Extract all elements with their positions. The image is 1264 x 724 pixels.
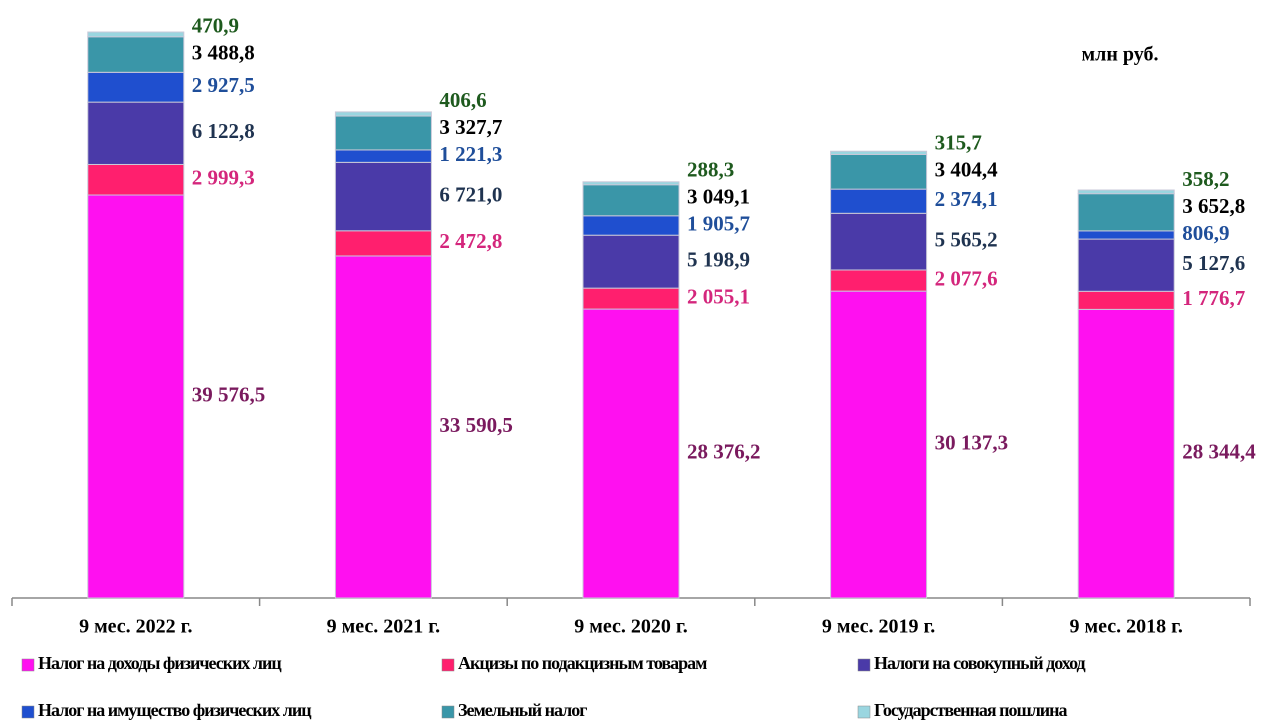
bar-segment: [830, 153, 928, 190]
data-label: 3 404,4: [935, 158, 999, 182]
data-label: 3 652,8: [1182, 194, 1245, 218]
data-label: 2 999,3: [192, 166, 255, 190]
x-tick-label: 9 мес. 2019 г.: [822, 616, 935, 638]
data-label: 5 565,2: [935, 227, 998, 251]
bar-segment: [334, 149, 432, 163]
bar-segment: [830, 212, 928, 271]
legend-marker: [857, 658, 871, 672]
data-label: 28 376,2: [687, 439, 761, 463]
legend-label: Налог на доходы физических лиц: [38, 653, 282, 673]
data-label: 6 721,0: [439, 182, 502, 206]
legend-marker: [857, 705, 871, 719]
x-tick-label: 9 мес. 2021 г.: [327, 616, 440, 638]
legend-label: Земельный налог: [458, 700, 587, 720]
bar-segment: [334, 255, 432, 599]
bar-segment: [1077, 193, 1175, 232]
data-label: 3 327,7: [439, 115, 502, 139]
data-label: 406,6: [439, 88, 486, 112]
data-label: 2 927,5: [192, 73, 255, 97]
bar-segment: [334, 230, 432, 257]
bar-segment: [582, 184, 680, 217]
data-label: 288,3: [687, 157, 734, 181]
legend-label: Акцизы по подакцизным товарам: [458, 653, 707, 673]
bar-segment: [87, 101, 185, 165]
data-label: 358,2: [1182, 167, 1229, 191]
data-label: 30 137,3: [935, 430, 1009, 454]
legend-marker: [441, 705, 455, 719]
bar-segment: [1077, 238, 1175, 292]
bar-segment: [582, 181, 680, 186]
bar-segment: [1077, 189, 1175, 195]
bar-segment: [334, 111, 432, 117]
data-label: 1 776,7: [1182, 286, 1245, 310]
bar-segment: [1077, 230, 1175, 240]
legend-marker: [441, 658, 455, 672]
bar-segment: [1077, 290, 1175, 310]
data-label: 33 590,5: [439, 413, 513, 437]
data-label: 2 055,1: [687, 284, 750, 308]
legend-marker: [21, 658, 35, 672]
legend-label: Государственная пошлина: [874, 700, 1068, 720]
data-label: 2 374,1: [935, 187, 998, 211]
bar-segment: [830, 150, 928, 155]
data-label: 28 344,4: [1182, 440, 1256, 464]
data-label: 3 049,1: [687, 184, 750, 208]
data-label: 470,9: [192, 13, 239, 37]
data-label: 6 122,8: [192, 119, 255, 143]
bar-segment: [87, 194, 185, 599]
bar-segment: [87, 36, 185, 73]
bar-segment: [582, 215, 680, 236]
data-label: 315,7: [935, 131, 982, 155]
bar-segment: [830, 290, 928, 599]
bar-segment: [830, 188, 928, 214]
bar-segment: [87, 71, 185, 103]
x-tick-label: 9 мес. 2022 г.: [79, 616, 192, 638]
data-label: 5 127,6: [1182, 251, 1245, 275]
data-label: 2 472,8: [439, 229, 502, 253]
data-label: 1 221,3: [439, 142, 502, 166]
x-tick-label: 9 мес. 2018 г.: [1069, 616, 1182, 638]
data-label: 1 905,7: [687, 211, 750, 235]
bar-segment: [582, 234, 680, 289]
bar-segment: [87, 31, 185, 38]
legend-label: Налоги на совокупный доход: [874, 653, 1086, 673]
unit-annotation: млн руб.: [1082, 44, 1159, 66]
bar-segment: [830, 269, 928, 292]
data-label: 806,9: [1182, 221, 1229, 245]
bar-segment: [1077, 308, 1175, 599]
data-label: 3 488,8: [192, 40, 255, 64]
legend-label: Налог на имущество физических лиц: [38, 700, 312, 720]
bar-segment: [334, 161, 432, 232]
bar-segment: [582, 308, 680, 599]
x-tick-label: 9 мес. 2020 г.: [574, 616, 687, 638]
bar-segment: [87, 163, 185, 196]
bar-segment: [582, 287, 680, 310]
bar-segment: [334, 115, 432, 151]
data-label: 39 576,5: [192, 382, 265, 406]
data-label: 2 077,6: [935, 266, 998, 290]
legend-marker: [21, 705, 35, 719]
data-label: 5 198,9: [687, 247, 750, 271]
